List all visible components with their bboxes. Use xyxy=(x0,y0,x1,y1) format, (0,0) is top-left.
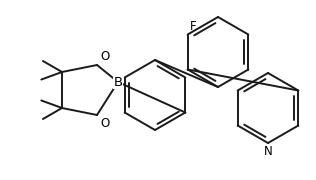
Text: B: B xyxy=(113,75,123,89)
Text: N: N xyxy=(264,145,272,158)
Text: O: O xyxy=(100,117,109,130)
Text: F: F xyxy=(190,19,196,33)
Text: O: O xyxy=(100,50,109,63)
